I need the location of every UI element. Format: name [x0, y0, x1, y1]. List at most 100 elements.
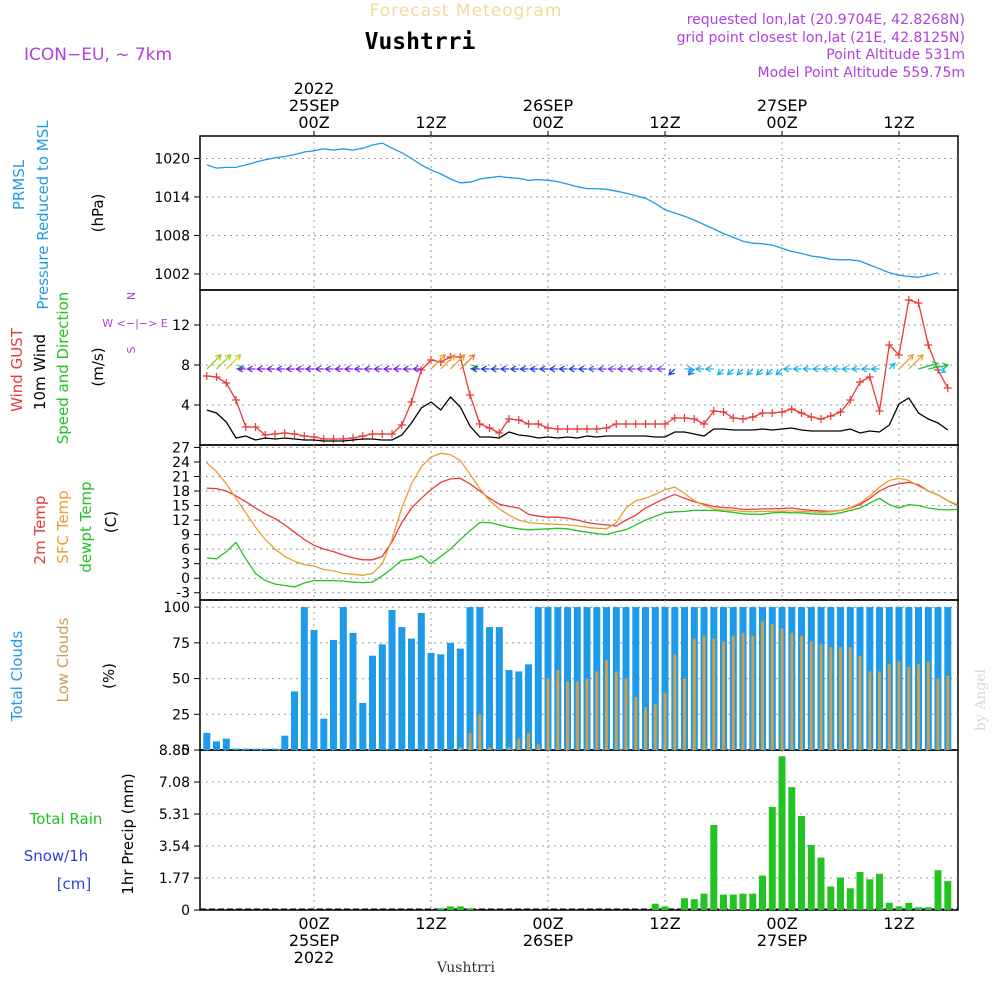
wind-gust-marker: [495, 429, 504, 437]
y-tick-label: 0: [181, 903, 190, 919]
low-clouds-bar: [741, 632, 745, 750]
compass-s: S: [125, 346, 138, 353]
wind-gust-marker: [378, 430, 387, 438]
wind-direction-arrow: [694, 365, 704, 373]
temp-unit-label: (C): [102, 511, 120, 533]
wind-gust-marker: [290, 430, 299, 438]
y-tick-label: 0: [181, 571, 190, 587]
precip-bar: [681, 898, 688, 910]
wind-direction-arrow: [870, 365, 880, 373]
wind-gust-marker: [544, 424, 552, 432]
total-clouds-bar: [330, 640, 337, 750]
low-clouds-bar: [907, 667, 911, 750]
low-clouds-bar: [595, 671, 599, 750]
wind-direction-arrow: [206, 354, 222, 370]
y-tick-label: 15: [172, 499, 190, 515]
location-title: Vushtrri: [365, 29, 476, 55]
wind-gust-marker: [904, 296, 913, 304]
wind-gust-marker: [271, 430, 279, 438]
total-clouds-bar: [369, 655, 376, 750]
wind-direction-arrow: [402, 365, 412, 373]
wind-gust-marker: [397, 421, 406, 429]
wind-direction-arrow: [668, 368, 676, 376]
precip-bar: [651, 903, 659, 910]
low-clouds-bar: [722, 641, 725, 750]
wind-gust-marker: [505, 415, 513, 423]
low-clouds-bar: [507, 747, 511, 750]
wind-direction-arrow: [802, 365, 812, 373]
wind-direction-arrow: [937, 366, 947, 374]
temp-dewpt-label: dewpt Temp: [77, 481, 95, 572]
wind-direction-arrow: [646, 365, 656, 373]
total-clouds-bar: [242, 748, 250, 750]
wind-gust-marker: [797, 409, 806, 417]
low-clouds-bar: [761, 621, 764, 750]
wind-gust-marker: [514, 416, 523, 424]
bottom-time-label: 00Z: [532, 914, 563, 933]
total-clouds-bar: [564, 607, 571, 750]
wind-gust-marker: [729, 414, 738, 422]
clouds-unit-label: (%): [100, 663, 118, 689]
low-clouds-bar: [585, 678, 589, 750]
precip-bar: [739, 893, 747, 910]
low-clouds-bar: [546, 678, 550, 750]
wind-direction-arrow: [392, 365, 402, 373]
wind-direction-arrow: [353, 365, 363, 373]
wind-direction-arrow: [246, 365, 256, 373]
wind-direction-arrow: [363, 365, 373, 373]
wind-direction-arrow: [499, 365, 509, 373]
wind-gust-marker: [787, 405, 796, 413]
model-altitude: Model Point Altitude 559.75m: [758, 65, 965, 81]
y-tick-label: 7.08: [159, 775, 190, 791]
precip-bar: [700, 893, 708, 910]
wind-direction-arrow: [587, 365, 597, 373]
y-tick-label: 21: [172, 469, 190, 485]
precip-bar: [827, 886, 835, 910]
compass-we: W <−|−> E: [102, 317, 167, 330]
wind-gust-marker: [875, 407, 884, 415]
wind-direction-arrow: [548, 365, 558, 373]
precip-bar: [690, 899, 698, 910]
low-clouds-bar: [878, 671, 881, 750]
precip-bar: [661, 906, 669, 910]
total-clouds-bar: [651, 607, 659, 750]
wind-10m-label: 10m Wind: [31, 334, 49, 410]
low-clouds-bar: [897, 661, 901, 750]
precip-bar: [924, 907, 932, 910]
wind-gust-marker: [680, 414, 689, 422]
low-clouds-bar: [556, 670, 560, 750]
wind-direction-arrow: [626, 365, 636, 373]
low-clouds-bar: [644, 707, 647, 750]
wind-gust-marker: [895, 351, 903, 359]
y-tick-label: 1008: [154, 228, 190, 244]
prmsl-label: PRMSL: [10, 159, 28, 210]
wind-direction-arrow: [304, 365, 314, 373]
wind-direction-arrow: [490, 365, 500, 373]
wind-direction-arrow: [256, 365, 266, 373]
bottom-time-label: 2022: [294, 948, 335, 967]
wind-gust-marker: [388, 430, 396, 438]
wind-gust-marker: [807, 413, 816, 421]
low-clouds-bar: [848, 647, 852, 750]
wind-direction-arrow: [314, 365, 324, 373]
bottom-time-label: 12Z: [649, 914, 680, 933]
wind-gust-marker: [475, 420, 484, 428]
low-clouds-bar: [488, 747, 491, 750]
y-tick-label: 24: [172, 455, 190, 471]
y-tick-label: 12: [172, 513, 190, 529]
wind-gust-marker: [251, 423, 260, 431]
precip-bar: [456, 906, 464, 910]
top-time-label: 25SEP: [289, 96, 340, 115]
wind-direction-arrow: [636, 365, 646, 373]
wind-gust-marker: [329, 435, 338, 443]
low-clouds-bar: [692, 638, 696, 750]
total-clouds-bar: [534, 607, 542, 750]
wind-gust-marker: [602, 424, 611, 432]
top-time-label: 27SEP: [757, 96, 808, 115]
low-clouds-bar: [468, 732, 472, 750]
total-clouds-bar: [203, 732, 211, 750]
total-clouds-bar: [447, 642, 454, 750]
precip-bar: [846, 888, 854, 910]
wind-gust-marker: [758, 409, 767, 417]
